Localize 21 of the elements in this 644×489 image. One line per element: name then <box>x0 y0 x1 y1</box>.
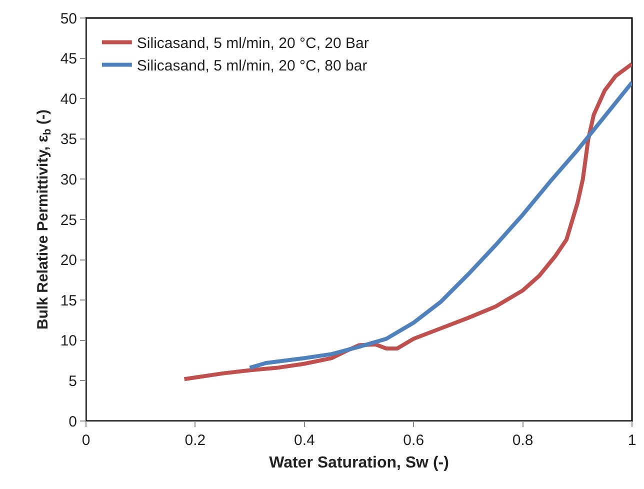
x-tick-label: 0.4 <box>294 432 315 449</box>
y-tick-label: 15 <box>60 292 77 310</box>
y-tick-label: 10 <box>60 332 77 350</box>
y-tick-label: 50 <box>60 10 77 28</box>
x-tick-label: 0.8 <box>512 432 534 449</box>
legend-label: Silicasand, 5 ml/min, 20 °C, 80 bar <box>136 58 368 75</box>
y-tick-label: 0 <box>68 413 77 430</box>
x-tick-label: 0.2 <box>184 432 206 449</box>
x-tick-label: 0.6 <box>403 432 424 449</box>
x-axis-title: Water Saturation, Sw (-) <box>269 454 449 472</box>
x-tick-label: 0 <box>82 432 90 449</box>
y-tick-label: 45 <box>60 50 77 68</box>
y-tick-label: 35 <box>60 131 77 148</box>
x-tick-label: 1 <box>628 432 636 449</box>
y-tick-label: 25 <box>60 212 77 229</box>
y-tick-label: 30 <box>60 171 77 188</box>
y-tick-label: 40 <box>60 90 77 108</box>
y-tick-label: 20 <box>60 252 77 270</box>
legend-label: Silicasand, 5 ml/min, 20 °C, 20 Bar <box>136 35 369 52</box>
y-tick-label: 5 <box>68 372 77 390</box>
line-series <box>248 80 632 370</box>
